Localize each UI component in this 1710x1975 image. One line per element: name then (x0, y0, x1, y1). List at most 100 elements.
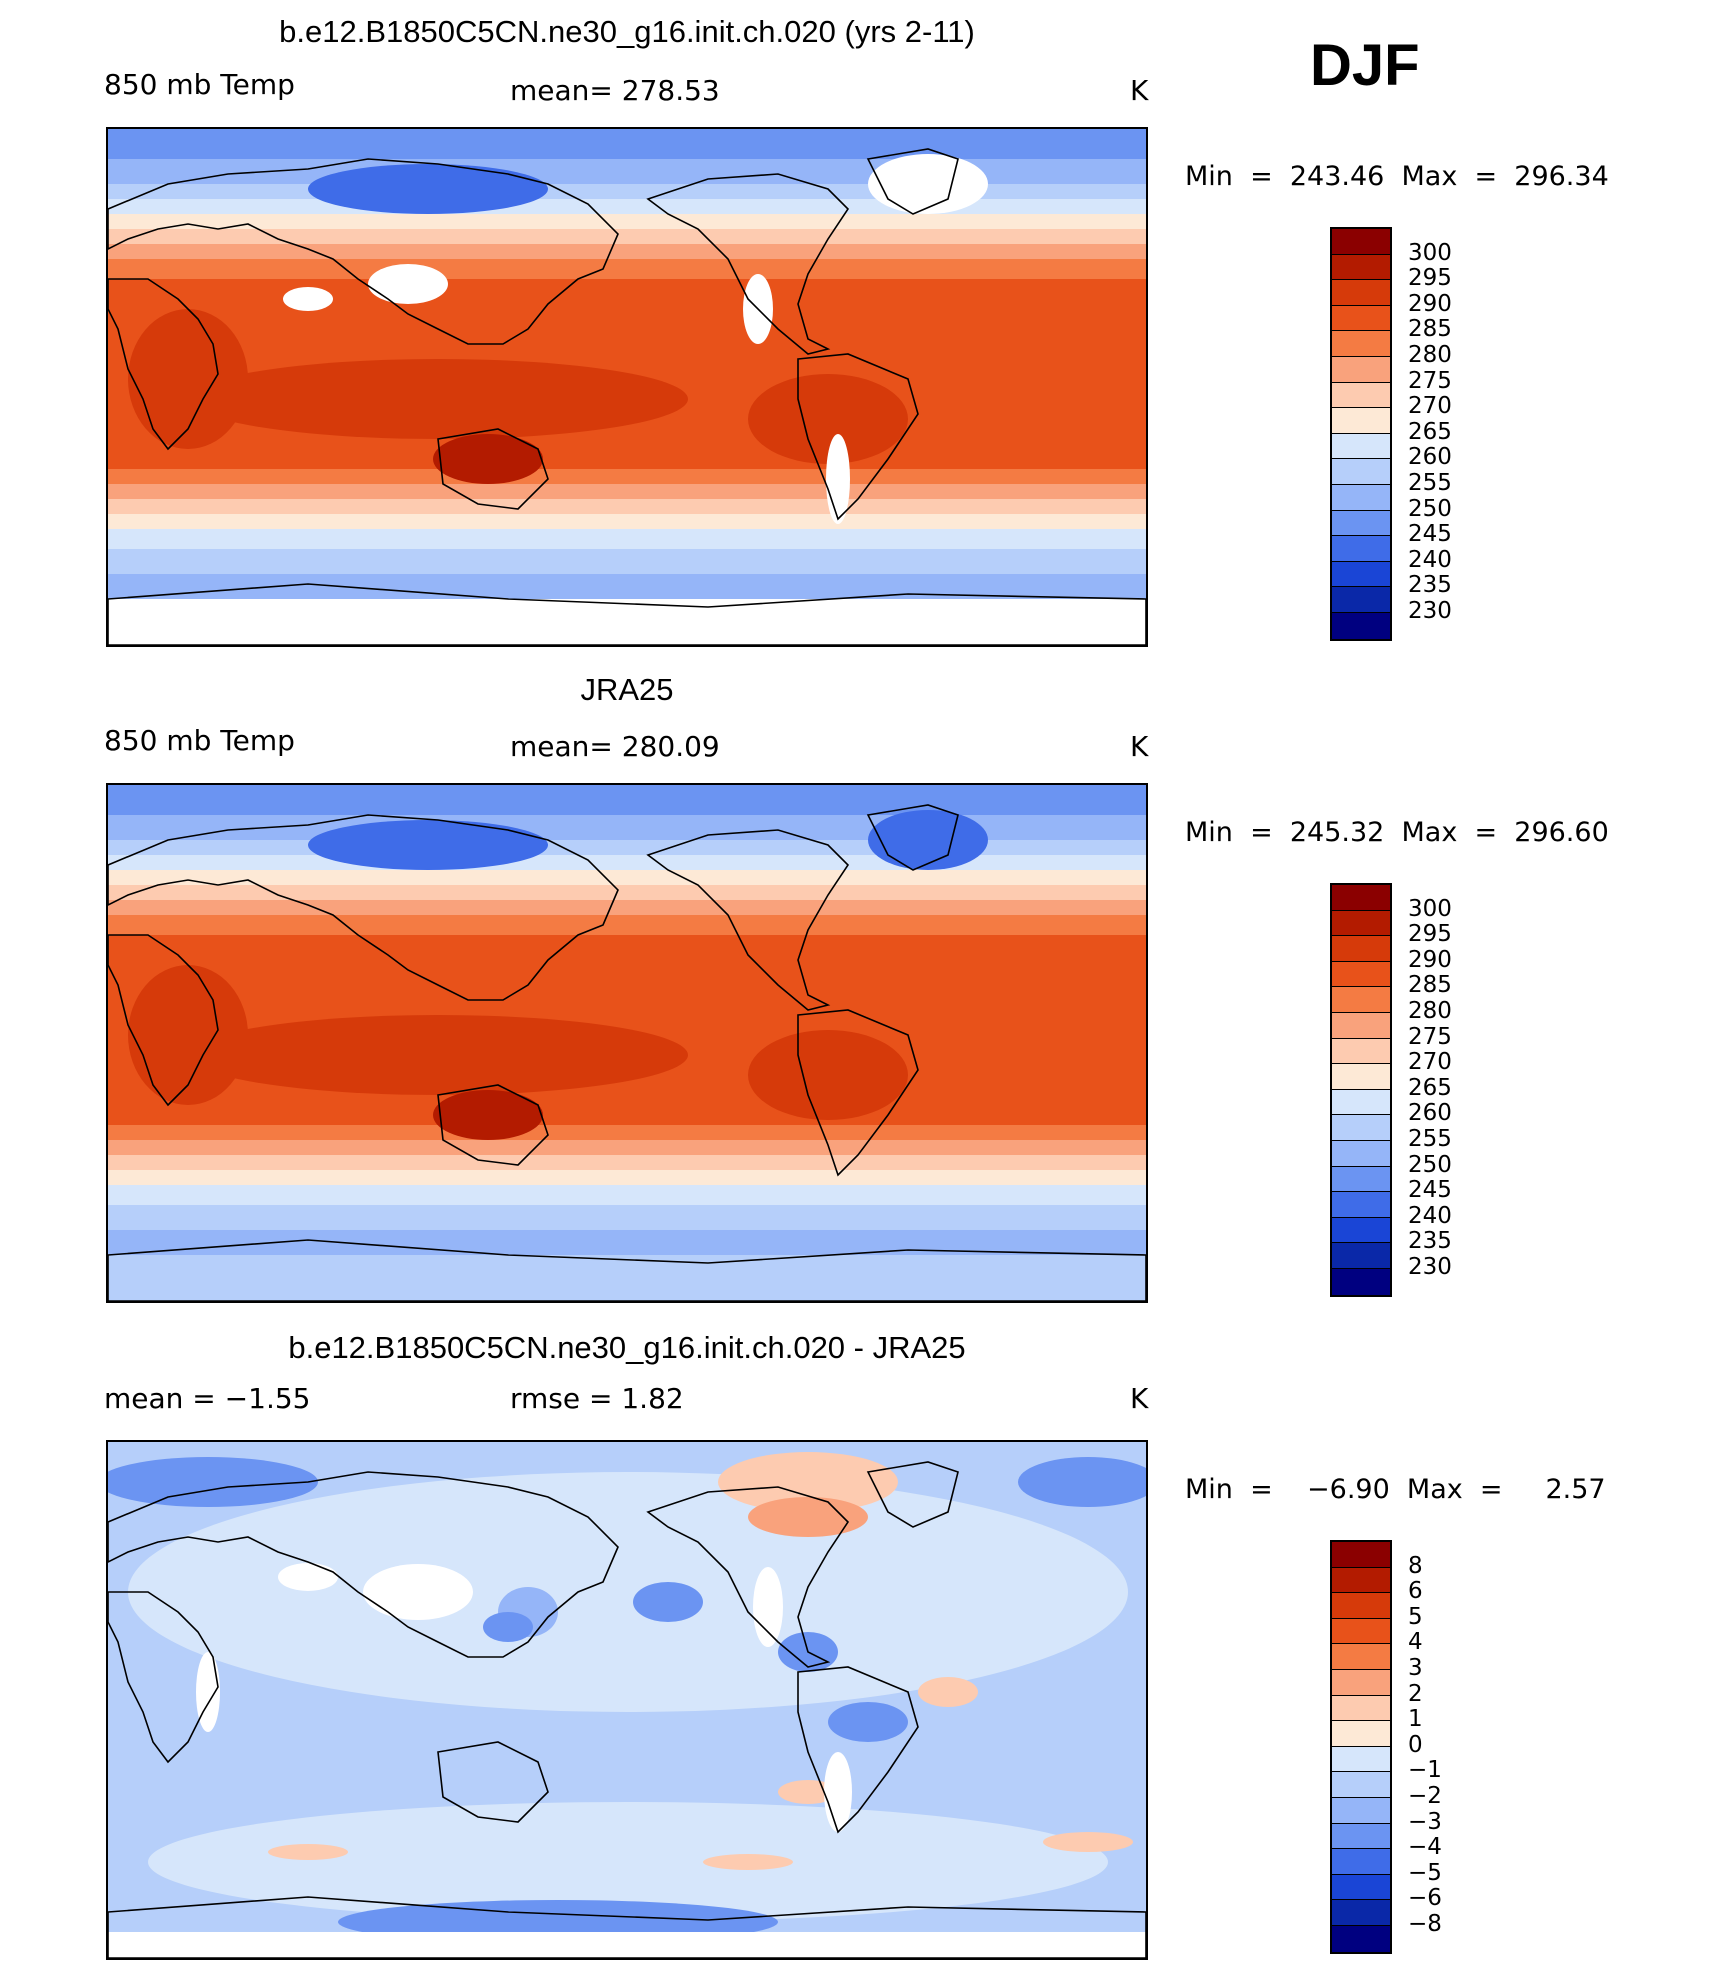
colorbar-tick-label: 2 (1408, 1680, 1423, 1707)
minmax-label: Min = 243.46 Max = 296.34 (1185, 161, 1609, 192)
coastline (646, 1486, 850, 1668)
map-obs (106, 783, 1148, 1303)
colorbar-swatch (1332, 1746, 1390, 1773)
missing-region (824, 1752, 852, 1832)
colorbar-swatch (1332, 1166, 1390, 1193)
coastline (108, 934, 219, 1107)
missing-region (283, 287, 333, 311)
colorbar (1330, 1540, 1392, 1954)
colorbar-swatch (1332, 612, 1390, 639)
contour-band (108, 1170, 1146, 1185)
colorbar-tick-label: 280 (1408, 998, 1452, 1024)
colorbar-tick-label: 240 (1408, 1202, 1452, 1229)
contour-region (188, 359, 688, 439)
colorbar-swatch (1332, 1140, 1390, 1167)
contour-region (778, 1780, 838, 1804)
colorbar-swatch (1332, 356, 1390, 383)
coastline (866, 1461, 959, 1528)
colorbar-tick-label: 295 (1408, 921, 1452, 948)
colorbar-tick-label: 240 (1408, 546, 1452, 573)
colorbar-tick-label: 260 (1408, 1100, 1452, 1127)
contour-band (108, 229, 1146, 244)
colorbar-swatch (1332, 1567, 1390, 1594)
map-diff (106, 1440, 1148, 1960)
coastline (797, 353, 919, 521)
colorbar-swatch (1332, 484, 1390, 511)
contour-region (748, 1030, 908, 1120)
panel-title: b.e12.B1850C5CN.ne30_g16.init.ch.020 - J… (288, 1330, 966, 1365)
contour-region (128, 965, 248, 1105)
colorbar-tick-label: −6 (1408, 1885, 1442, 1912)
contour-region (748, 1497, 868, 1537)
colorbar-swatch (1332, 936, 1390, 962)
missing-region (368, 264, 448, 304)
colorbar-swatch (1332, 561, 1390, 588)
colorbar-tick-label: 8 (1408, 1552, 1423, 1579)
colorbar-swatch (1332, 254, 1390, 281)
colorbar-tick-label: 6 (1408, 1578, 1423, 1605)
contour-region (433, 1090, 543, 1140)
colorbar-swatch (1332, 382, 1390, 409)
colorbar-swatch (1332, 305, 1390, 332)
coastline (108, 1471, 619, 1658)
rmse-label: rmse = 1.82 (510, 1382, 684, 1415)
contour-band (108, 529, 1146, 549)
colorbar-tick-label: 1 (1408, 1706, 1423, 1733)
panel-title: JRA25 (580, 672, 674, 707)
colorbar-swatch (1332, 459, 1390, 485)
colorbar-swatch (1332, 1012, 1390, 1039)
contour-region (108, 1457, 318, 1507)
coastline (108, 278, 219, 451)
colorbar-swatch (1332, 536, 1390, 562)
colorbar-tick-label: 0 (1408, 1731, 1423, 1758)
contour-region (918, 1677, 978, 1707)
colorbar-swatch (1332, 1874, 1390, 1901)
mean-label: mean = −1.55 (104, 1382, 311, 1415)
colorbar-tick-label: 285 (1408, 972, 1452, 999)
contour-region (308, 820, 548, 870)
colorbar-swatch (1332, 433, 1390, 460)
contour-band (108, 1185, 1146, 1205)
colorbar-swatch (1332, 885, 1390, 911)
contour-band (108, 870, 1146, 885)
colorbar (1330, 227, 1392, 641)
colorbar-tick-label: 235 (1408, 572, 1452, 599)
contour-region (703, 1854, 793, 1870)
colorbar-swatch (1332, 1243, 1390, 1269)
colorbar-swatch (1332, 1618, 1390, 1645)
colorbar-tick-label: 5 (1408, 1603, 1423, 1630)
contour-region (868, 810, 988, 870)
coastline (108, 1896, 1146, 1958)
contour-band (108, 184, 1146, 199)
contour-region (633, 1582, 703, 1622)
colorbar-tick-label: −1 (1408, 1757, 1442, 1784)
coastline (797, 1666, 919, 1834)
coastline (437, 1741, 549, 1823)
coastline (108, 583, 1146, 645)
colorbar-swatch (1332, 1669, 1390, 1696)
coastline (866, 804, 959, 871)
colorbar-tick-label: −3 (1408, 1808, 1442, 1835)
colorbar-tick-label: 290 (1408, 290, 1452, 317)
colorbar-tick-label: 265 (1408, 1074, 1452, 1101)
contour-band (108, 855, 1146, 870)
colorbar-swatch (1332, 1721, 1390, 1747)
colorbar-swatch (1332, 1849, 1390, 1875)
colorbar-tick-label: 230 (1408, 1254, 1452, 1280)
contour-band (108, 499, 1146, 514)
colorbar-tick-label: 265 (1408, 418, 1452, 445)
colorbar-swatch (1332, 1089, 1390, 1116)
contour-band (108, 900, 1146, 915)
colorbar-swatch (1332, 910, 1390, 937)
contour-band (108, 514, 1146, 529)
contour-band (108, 1125, 1146, 1140)
colorbar-tick-label: 250 (1408, 1151, 1452, 1178)
contour-band (108, 469, 1146, 484)
colorbar-swatch (1332, 1925, 1390, 1952)
contour-region (868, 154, 988, 214)
contour-band (108, 1205, 1146, 1230)
colorbar-swatch (1332, 1268, 1390, 1295)
colorbar-swatch (1332, 1900, 1390, 1926)
contour-band (108, 129, 1146, 159)
contour-region (483, 1612, 533, 1642)
